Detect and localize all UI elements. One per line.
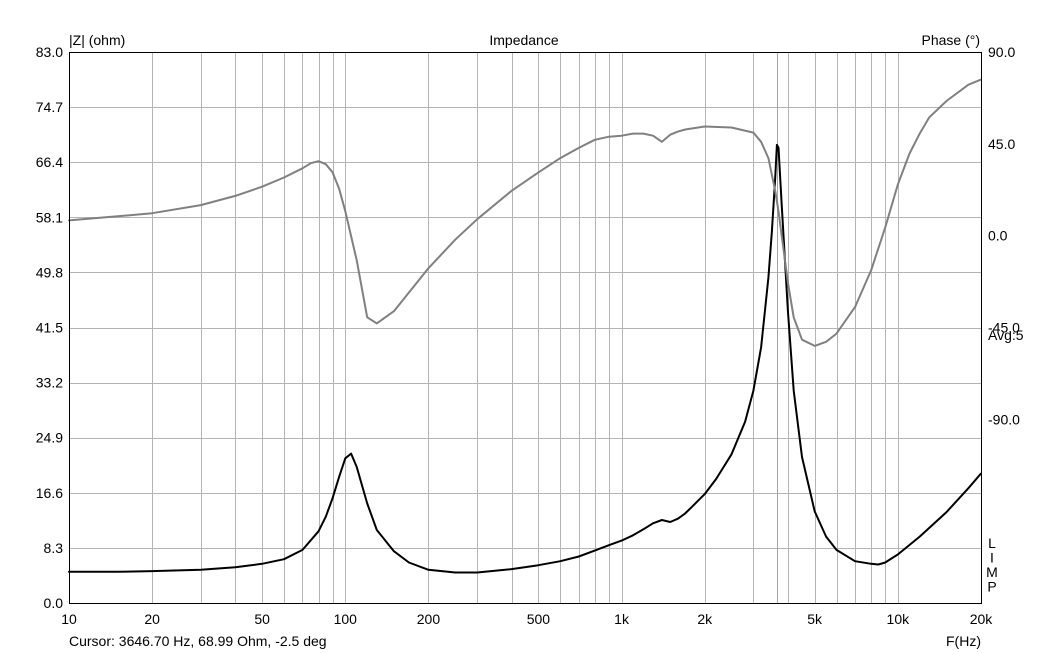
y-right-tick-label: -45.0	[988, 320, 1020, 336]
y-left-tick-label: 41.5	[36, 320, 63, 336]
limp-letter: I	[990, 550, 994, 566]
x-axis-label: F(Hz)	[946, 633, 981, 649]
plot-border	[69, 52, 982, 604]
y-right-tick-label: -90.0	[988, 411, 1020, 427]
y-left-tick-label: 16.6	[36, 485, 63, 501]
x-tick-label: 50	[254, 611, 270, 627]
y-left-tick-label: 83.0	[36, 44, 63, 60]
y-left-tick-label: 49.8	[36, 264, 63, 280]
y-left-tick-label: 58.1	[36, 209, 63, 225]
limp-letter: P	[987, 579, 996, 595]
plot-frame	[69, 52, 982, 604]
x-tick-label: 100	[334, 611, 358, 627]
x-tick-label: 20	[144, 611, 160, 627]
series-group	[68, 78, 982, 574]
phase-series-line	[68, 78, 982, 347]
y-right-axis-label: Phase (°)	[921, 32, 980, 48]
x-tick-label: 5k	[807, 611, 823, 627]
y-left-tick-label: 74.7	[36, 99, 63, 115]
x-tick-label: 1k	[614, 611, 630, 627]
y-left-axis-label: |Z| (ohm)	[69, 32, 125, 48]
labels-group: |Z| (ohm) Impedance Phase (°) F(Hz) Curs…	[36, 32, 1024, 649]
y-left-tick-label: 8.3	[44, 540, 64, 556]
y-left-tick-label: 33.2	[36, 375, 63, 391]
cursor-readout: Cursor: 3646.70 Hz, 68.99 Ohm, -2.5 deg	[69, 633, 327, 649]
limp-letter: L	[988, 535, 996, 551]
y-left-tick-label: 66.4	[36, 154, 63, 170]
impedance-series-line	[68, 143, 982, 574]
y-right-tick-label: 0.0	[988, 228, 1008, 244]
grid	[69, 52, 981, 603]
x-tick-label: 500	[527, 611, 551, 627]
chart-title: Impedance	[489, 32, 558, 48]
y-right-tick-label: 45.0	[988, 136, 1015, 152]
avg-annotation: Avg:5	[988, 327, 1024, 343]
x-tick-label: 200	[417, 611, 441, 627]
y-right-tick-label: 90.0	[988, 44, 1015, 60]
x-tick-label: 10k	[887, 611, 911, 627]
y-left-tick-label: 0.0	[44, 595, 64, 611]
x-tick-label: 10	[61, 611, 77, 627]
y-left-tick-label: 24.9	[36, 430, 63, 446]
x-tick-label: 2k	[697, 611, 713, 627]
limp-letter: M	[986, 564, 998, 580]
x-tick-label: 20k	[970, 611, 994, 627]
